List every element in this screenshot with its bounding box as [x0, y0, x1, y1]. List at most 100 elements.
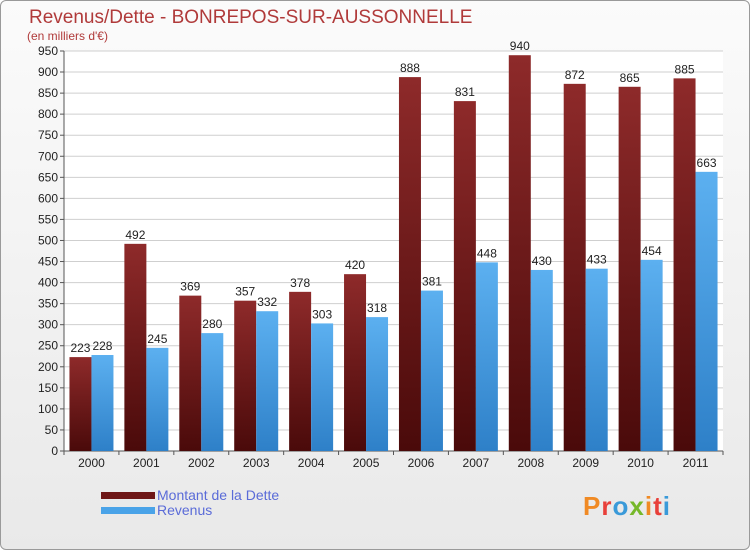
- y-tick-label: 200: [38, 360, 58, 374]
- logo-letter: P: [583, 491, 602, 521]
- data-label: 332: [257, 295, 277, 309]
- x-tick-label: 2011: [683, 456, 709, 470]
- logo-letter: i: [662, 491, 671, 521]
- x-tick-label: 2003: [243, 456, 270, 470]
- y-tick-label: 650: [38, 170, 58, 184]
- y-tick-label: 900: [38, 65, 58, 79]
- legend-label-revenus: Revenus: [157, 502, 213, 518]
- bar-revenus: [585, 268, 608, 451]
- data-label: 318: [367, 301, 387, 315]
- data-label: 888: [400, 61, 420, 75]
- axes: 0 50 100 150 200 250 300 350 400 450 500 550 600 650 7…: [38, 44, 724, 470]
- logo-letter: x: [629, 491, 645, 521]
- y-tick-label: 400: [38, 276, 58, 290]
- data-label: 940: [510, 39, 530, 53]
- proxiti-logo: Proxiti: [583, 491, 671, 522]
- y-tick-label: 500: [38, 233, 58, 247]
- bar-dette: [398, 77, 421, 452]
- y-tick-label: 600: [38, 191, 58, 205]
- y-tick-label: 850: [38, 86, 58, 100]
- data-label: 378: [290, 276, 310, 290]
- x-tick-label: 2005: [353, 456, 380, 470]
- bar-dette: [344, 274, 367, 451]
- y-tick-label: 300: [38, 318, 58, 332]
- bar-dette: [453, 101, 476, 452]
- y-tick-label: 50: [45, 423, 59, 437]
- bar-revenus: [256, 311, 279, 451]
- bar-dette: [179, 295, 202, 451]
- bar-dette: [508, 55, 531, 452]
- bar-revenus: [695, 171, 718, 451]
- y-tick-label: 750: [38, 128, 58, 142]
- bar-revenus: [366, 317, 389, 451]
- data-label: 420: [345, 258, 365, 272]
- chart-title: Revenus/Dette - BONREPOS-SUR-AUSSONNELLE: [29, 7, 473, 28]
- x-tick-label: 2000: [78, 456, 105, 470]
- logo-letter: t: [653, 491, 663, 521]
- legend-label-dette: Montant de la Dette: [157, 487, 280, 503]
- x-tick-label: 2002: [188, 456, 215, 470]
- y-tick-label: 100: [38, 402, 58, 416]
- bar-revenus: [475, 262, 498, 451]
- chart-subtitle: (en milliers d'€): [27, 29, 108, 43]
- grid-lines: [64, 50, 723, 452]
- data-label: 369: [180, 280, 200, 294]
- bar-revenus: [420, 290, 443, 451]
- bar-revenus: [91, 355, 114, 451]
- bar-revenus: [201, 333, 224, 451]
- x-tick-label: 2006: [408, 456, 435, 470]
- plot-area: [64, 51, 723, 451]
- data-label: 454: [642, 244, 662, 258]
- data-label: 448: [477, 246, 497, 260]
- data-label: 357: [235, 285, 255, 299]
- legend-swatch-dette: [101, 492, 155, 499]
- y-tick-label: 800: [38, 107, 58, 121]
- bar-dette: [563, 83, 586, 451]
- data-label: 430: [532, 254, 552, 268]
- bar-revenus: [146, 347, 169, 451]
- data-label: 872: [565, 68, 585, 82]
- x-tick-label: 2007: [463, 456, 490, 470]
- y-tick-label: 700: [38, 149, 58, 163]
- bar-dette: [234, 300, 257, 451]
- x-tick-label: 2009: [572, 456, 599, 470]
- logo-letter: o: [612, 491, 630, 521]
- x-tick-label: 2010: [627, 456, 654, 470]
- y-tick-label: 950: [38, 44, 58, 58]
- data-label: 663: [697, 156, 717, 170]
- data-label: 865: [620, 71, 640, 85]
- data-label: 228: [92, 339, 112, 353]
- y-tick-label: 150: [38, 381, 58, 395]
- x-tick-label: 2008: [517, 456, 544, 470]
- bar-dette: [69, 357, 92, 451]
- x-tick-label: 2001: [133, 456, 160, 470]
- y-tick-label: 550: [38, 212, 58, 226]
- bar-dette: [618, 86, 641, 451]
- bar-revenus: [640, 259, 663, 451]
- data-label: 492: [125, 228, 145, 242]
- data-label: 885: [675, 62, 695, 76]
- logo-letter: i: [644, 491, 654, 521]
- data-label: 245: [147, 332, 167, 346]
- data-label: 223: [70, 341, 90, 355]
- data-label: 381: [422, 275, 442, 289]
- y-tick-label: 0: [51, 444, 58, 458]
- y-tick-label: 250: [38, 339, 58, 353]
- logo-letter: r: [601, 491, 613, 521]
- bars: [69, 55, 718, 452]
- bar-revenus: [311, 323, 334, 451]
- data-label: 280: [202, 317, 222, 331]
- data-label: 303: [312, 307, 332, 321]
- y-tick-label: 450: [38, 255, 58, 269]
- bar-dette: [124, 243, 147, 451]
- x-tick-label: 2004: [298, 456, 325, 470]
- bar-dette: [673, 78, 696, 452]
- data-label: 831: [455, 85, 475, 99]
- y-tick-label: 350: [38, 297, 58, 311]
- bar-revenus: [530, 269, 553, 451]
- data-label: 433: [587, 253, 607, 267]
- legend-swatch-revenus: [101, 507, 155, 514]
